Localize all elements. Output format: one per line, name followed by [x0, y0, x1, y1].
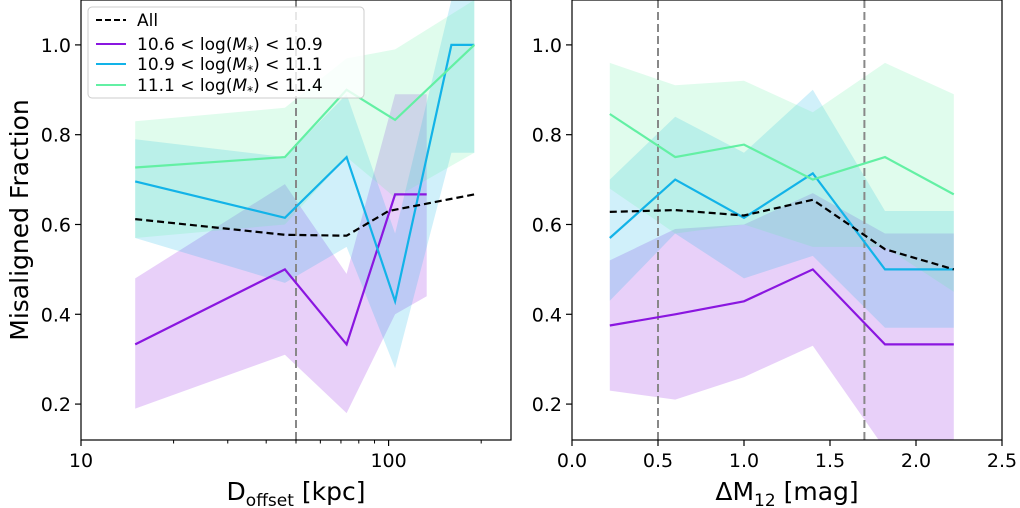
left-line-low-mass	[134, 193, 427, 347]
left-y-ticks: 0.2 0.4 0.6 0.8 1.0	[41, 35, 81, 416]
legend-label-low-mass: 10.6 < log(M*) < 10.9	[137, 35, 323, 57]
right-ytick-label: 0.2	[532, 394, 562, 416]
right-reference-lines	[657, 0, 866, 440]
left-ytick-label: 0.4	[41, 304, 71, 326]
left-ytick-label: 0.6	[41, 214, 71, 236]
right-axes-frame	[571, 0, 1003, 441]
right-ytick-label: 0.6	[532, 214, 562, 236]
right-series-lines	[609, 113, 955, 346]
legend: All 10.6 < log(M*) < 10.9 10.9 < log(M*)…	[87, 6, 365, 99]
right-ytick-label: 1.0	[532, 35, 562, 57]
left-line-all	[135, 193, 475, 237]
left-band-high-mass	[135, 0, 475, 238]
right-line-mid-mass	[609, 171, 954, 271]
right-line-high-mass	[609, 113, 955, 196]
right-xtick-label: 1.5	[815, 450, 845, 472]
right-panel: 0.0 0.5 1.0 1.5 2.0 2.5 0.2 0.4 0.6 0.8 1.0 ΔM12 …	[532, 0, 1017, 508]
right-band-mid-mass	[609, 89, 954, 328]
right-y-ticks: 0.2 0.4 0.6 0.8 1.0	[532, 35, 572, 416]
left-xtick-label: 10	[69, 450, 93, 472]
right-xtick-label: 2.0	[901, 450, 931, 472]
left-ytick-label: 0.2	[41, 394, 71, 416]
left-panel: 10 100 0.2 0.4 0.6 0.8 1.0 Misaligned Fractio…	[5, 0, 512, 508]
left-band-mid-mass	[135, 0, 475, 369]
right-x-axis-label: ΔM12 [mag]	[715, 477, 858, 508]
left-line-mid-mass	[134, 43, 475, 306]
right-error-bands	[609, 62, 954, 440]
right-x-ticks: 0.0 0.5 1.0 1.5 2.0 2.5	[557, 440, 1017, 472]
left-ytick-label: 0.8	[41, 125, 71, 147]
right-xtick-label: 0.5	[643, 450, 673, 472]
left-x-axis-label: Doffset [kpc]	[227, 477, 366, 508]
left-y-axis-label: Misaligned Fraction	[5, 99, 34, 340]
legend-label-all: All	[137, 11, 158, 31]
right-ytick-label: 0.8	[532, 125, 562, 147]
right-band-high-mass	[609, 62, 954, 292]
left-x-ticks: 10 100	[69, 440, 482, 472]
legend-box	[87, 6, 365, 99]
right-line-all	[609, 198, 955, 271]
right-xtick-label: 0.0	[557, 450, 587, 472]
left-ytick-label: 1.0	[41, 35, 71, 57]
right-xtick-label: 2.5	[987, 450, 1017, 472]
right-ytick-label: 0.4	[532, 304, 562, 326]
left-error-bands	[135, 0, 475, 414]
right-band-low-mass	[609, 193, 954, 440]
left-xtick-label: 100	[370, 450, 406, 472]
right-xtick-label: 1.0	[729, 450, 759, 472]
left-band-low-mass	[135, 94, 427, 414]
legend-label-mid-mass: 10.9 < log(M*) < 11.1	[137, 55, 323, 77]
right-line-low-mass	[609, 268, 954, 346]
legend-label-high-mass: 11.1 < log(M*) < 11.4	[137, 76, 323, 98]
